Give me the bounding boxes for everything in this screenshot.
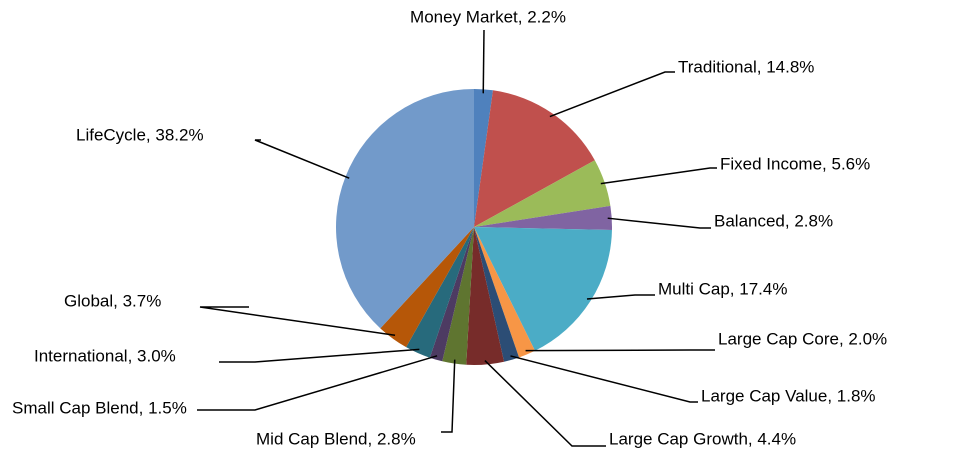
pie-slice: [336, 89, 474, 329]
data-label: Large Cap Value, 1.8%: [701, 386, 876, 405]
data-label: International, 3.0%: [34, 346, 176, 365]
data-label: LifeCycle, 38.2%: [76, 125, 204, 144]
pie-slice: [406, 227, 474, 358]
pie-slice: [474, 227, 535, 358]
leader-line: [441, 359, 456, 433]
data-label: Large Cap Core, 2.0%: [718, 329, 887, 348]
leader-line: [600, 167, 717, 185]
data-label: Small Cap Blend, 1.5%: [12, 398, 187, 417]
data-label: Large Cap Growth, 4.4%: [609, 429, 796, 448]
leader-line: [525, 349, 715, 352]
pie-slice: [474, 227, 612, 351]
leader-line: [482, 29, 485, 94]
pie-slice: [474, 90, 595, 227]
leader-line: [549, 71, 675, 118]
pie-slice: [380, 227, 474, 348]
pie-slice: [474, 227, 520, 362]
data-label: Fixed Income, 5.6%: [720, 154, 870, 173]
pie-slice: [474, 160, 611, 227]
data-label: Balanced, 2.8%: [714, 211, 833, 230]
leader-line: [484, 360, 606, 447]
pie-slice: [442, 227, 474, 365]
leader-line: [510, 355, 698, 403]
pie-slice: [466, 227, 505, 365]
data-label: Traditional, 14.8%: [678, 57, 814, 76]
leader-line: [197, 355, 438, 411]
leader-line: [199, 306, 396, 337]
data-label: Money Market, 2.2%: [410, 7, 566, 26]
leader-line: [607, 217, 711, 229]
data-label: Mid Cap Blend, 2.8%: [256, 429, 416, 448]
leader-line: [586, 294, 655, 300]
data-label: Global, 3.7%: [64, 291, 161, 310]
data-label: Multi Cap, 17.4%: [658, 279, 787, 298]
pie-slice: [474, 205, 612, 231]
pie-slice: [429, 227, 474, 362]
leader-line: [219, 348, 420, 363]
leader-line: [254, 139, 350, 179]
pie-slice: [474, 89, 493, 227]
